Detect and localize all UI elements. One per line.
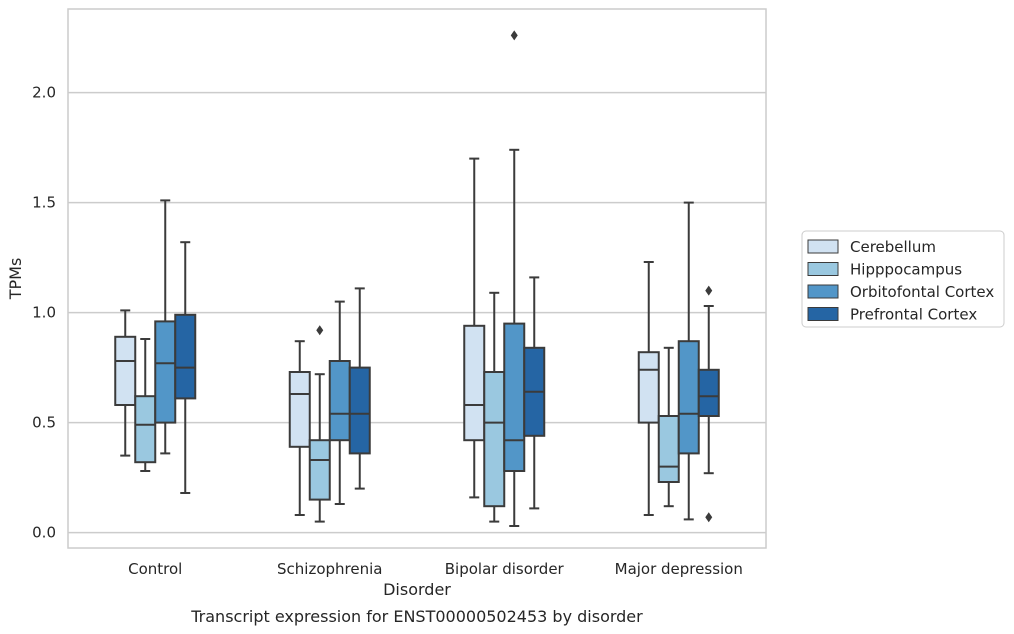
box-group <box>348 287 371 490</box>
legend-label: Hipppocampus <box>850 261 962 279</box>
legend-item: Hipppocampus <box>807 261 962 279</box>
box-group <box>463 157 486 499</box>
legend-item: Cerebellum <box>807 238 936 256</box>
box-group <box>523 276 546 510</box>
plot-frame <box>67 8 767 549</box>
x-tick-labels: Control Schizophrenia Bipolar disorder Majo… <box>128 560 743 578</box>
box-group <box>657 346 680 508</box>
box-body <box>174 313 197 400</box>
box-body <box>154 320 177 424</box>
legend-frame <box>801 230 1005 328</box>
box-group <box>677 201 700 521</box>
box-body <box>348 366 371 455</box>
y-axis-label: TPMs <box>6 258 25 301</box>
box-body <box>328 360 351 442</box>
box-body <box>503 322 526 472</box>
y-tick-labels: 0.0 0.5 1.0 1.5 2.0 <box>32 84 56 542</box>
legend-swatch <box>807 284 839 299</box>
box-group <box>328 300 351 505</box>
legend-swatch <box>807 239 839 254</box>
box-body <box>657 415 680 483</box>
box-body <box>308 439 331 501</box>
box-body <box>134 395 157 464</box>
legend-label: Orbitofontal Cortex <box>850 283 994 301</box>
box-group <box>134 338 157 472</box>
box-group <box>697 285 720 523</box>
outlier-marker <box>705 512 713 523</box>
x-tick-label: Schizophrenia <box>277 560 382 578</box>
x-tick-label: Major depression <box>615 560 743 578</box>
y-tick-label: 1.0 <box>32 304 56 322</box>
box-body <box>114 335 137 406</box>
box-group <box>288 340 311 516</box>
box-group <box>637 261 660 516</box>
legend-item: Prefrontal Cortex <box>807 306 977 324</box>
box-body <box>697 368 720 417</box>
y-tick-label: 0.5 <box>32 414 56 432</box>
box-group <box>174 241 197 494</box>
y-tick-label: 0.0 <box>32 524 56 542</box>
y-tick-label: 2.0 <box>32 84 56 102</box>
boxes <box>114 30 720 527</box>
y-tick-label: 1.5 <box>32 194 56 212</box>
outlier-marker <box>316 325 324 336</box>
x-tick-label: Control <box>128 560 182 578</box>
x-tick-label: Bipolar disorder <box>445 560 565 578</box>
box-group <box>308 325 331 523</box>
legend-label: Prefrontal Cortex <box>850 306 977 324</box>
box-body <box>288 371 311 448</box>
box-body <box>637 351 660 424</box>
box-group <box>503 30 526 527</box>
legend-swatch <box>807 307 839 321</box>
box-group <box>154 199 177 455</box>
x-axis-label: Disorder <box>383 580 451 599</box>
outlier-marker <box>705 285 713 296</box>
figure-caption: Transcript expression for ENST0000050245… <box>190 607 643 626</box>
legend-item: Orbitofontal Cortex <box>807 283 994 301</box>
legend: Cerebellum Hipppocampus Orbitofontal Corte… <box>801 230 1005 328</box>
box-group <box>114 309 137 457</box>
box-body <box>483 371 506 508</box>
box-body <box>463 324 486 442</box>
legend-label: Cerebellum <box>850 238 936 256</box>
box-body <box>677 340 700 455</box>
outlier-marker <box>510 30 518 41</box>
legend-swatch <box>807 262 839 276</box>
box-group <box>483 291 506 523</box>
